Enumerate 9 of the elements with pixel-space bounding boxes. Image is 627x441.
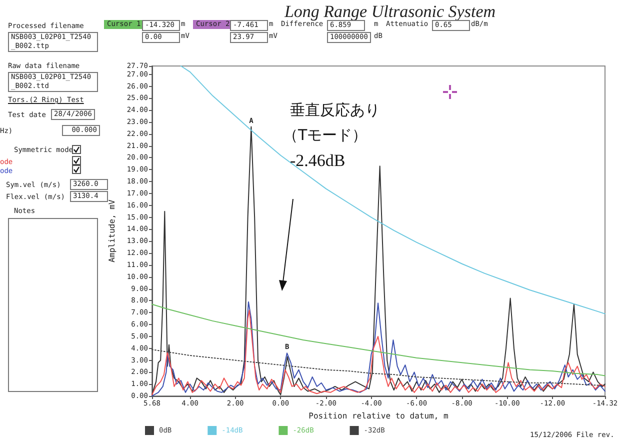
- annotation: -2.46dB: [290, 151, 346, 171]
- line-series: [151, 304, 606, 376]
- annotation: 垂直反応あり: [290, 101, 380, 120]
- line-series: [151, 349, 606, 386]
- y-axis-title: Amplitude, mV: [108, 200, 116, 262]
- chart-title: Long Range Ultrasonic System: [284, 2, 496, 21]
- line-series: [180, 66, 606, 314]
- x-axis-title: Position relative to datum, m: [308, 412, 448, 420]
- annotation: （Tモード）: [283, 126, 368, 145]
